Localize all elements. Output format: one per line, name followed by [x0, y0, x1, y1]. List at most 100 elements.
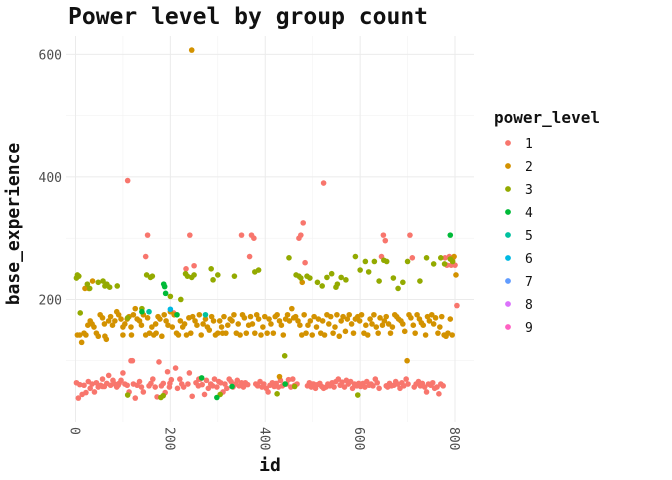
data-point — [161, 311, 168, 318]
data-point — [423, 254, 430, 261]
legend-key — [505, 186, 511, 192]
legend-key — [505, 163, 511, 169]
data-point — [206, 327, 213, 333]
data-point — [215, 330, 221, 336]
data-point — [164, 368, 171, 375]
legend-items: 1 2 3 4 5 6 7 8 9 — [505, 137, 533, 336]
y-tick-label: 400 — [39, 171, 62, 186]
y-tick-label: 600 — [39, 48, 62, 63]
data-point — [183, 266, 189, 272]
data-point — [389, 324, 396, 330]
data-point — [445, 330, 451, 336]
data-point — [167, 306, 174, 313]
data-point — [373, 324, 380, 330]
data-point — [140, 389, 147, 395]
data-point — [260, 324, 266, 330]
data-point — [364, 332, 371, 338]
data-point — [177, 318, 184, 324]
data-point — [276, 318, 283, 324]
data-point — [274, 391, 280, 397]
data-point — [156, 359, 162, 365]
data-point — [189, 313, 196, 320]
data-point — [165, 322, 171, 328]
data-point — [341, 384, 348, 390]
data-point — [442, 254, 448, 261]
data-point — [414, 311, 420, 318]
data-point — [205, 385, 212, 392]
data-point — [424, 313, 431, 320]
data-point — [437, 324, 443, 330]
legend-key — [505, 301, 511, 307]
data-point — [435, 330, 441, 336]
data-point — [118, 316, 124, 322]
data-point — [102, 333, 108, 340]
data-point — [86, 285, 93, 292]
data-point — [157, 316, 163, 322]
data-point — [75, 395, 82, 401]
data-point — [447, 232, 454, 238]
data-point — [348, 321, 355, 327]
legend-key — [505, 209, 511, 215]
data-point — [251, 235, 257, 241]
data-point — [340, 313, 346, 320]
data-point — [335, 376, 342, 382]
data-point — [309, 332, 316, 338]
data-point — [198, 375, 205, 381]
data-point — [198, 332, 205, 338]
data-point — [307, 275, 313, 281]
x-axis-title: id — [259, 455, 281, 476]
data-point — [128, 332, 135, 338]
data-point — [400, 321, 406, 327]
data-point — [144, 315, 151, 321]
data-point — [336, 333, 343, 340]
data-point — [95, 279, 102, 286]
data-point — [132, 305, 139, 312]
data-point — [303, 330, 309, 336]
data-point — [180, 384, 187, 390]
data-point — [404, 357, 410, 364]
data-point — [208, 313, 215, 320]
data-point — [284, 311, 291, 318]
data-point — [265, 389, 271, 395]
data-point — [203, 377, 210, 384]
data-point — [196, 311, 203, 318]
data-point — [292, 313, 299, 320]
data-point — [136, 318, 143, 324]
data-point — [301, 311, 307, 318]
data-point — [365, 269, 372, 275]
data-point — [118, 377, 124, 384]
data-point — [258, 332, 264, 338]
data-point — [440, 383, 446, 389]
data-point — [210, 277, 216, 283]
data-point — [105, 372, 112, 379]
data-point — [211, 376, 218, 382]
legend-label: 9 — [525, 321, 533, 336]
data-point — [184, 273, 191, 279]
data-point — [376, 278, 382, 284]
data-point — [114, 283, 121, 289]
data-point — [177, 376, 183, 382]
data-point — [122, 321, 128, 327]
data-point — [216, 318, 223, 324]
data-point — [238, 232, 245, 238]
data-point — [244, 381, 251, 388]
data-point — [99, 315, 106, 321]
data-point — [246, 253, 253, 260]
plot-panel — [66, 36, 474, 422]
data-point — [209, 383, 216, 389]
data-point — [268, 321, 274, 327]
data-point — [412, 330, 418, 336]
data-point — [321, 332, 328, 338]
data-point — [174, 385, 181, 392]
data-point — [235, 321, 242, 327]
data-point — [105, 318, 112, 324]
data-point — [172, 365, 179, 371]
data-point — [146, 330, 153, 336]
data-point — [339, 379, 345, 385]
data-point — [405, 381, 411, 387]
data-point — [76, 381, 83, 388]
data-point — [356, 318, 363, 324]
data-point — [385, 321, 392, 327]
data-point — [91, 389, 98, 395]
data-point — [76, 273, 82, 279]
